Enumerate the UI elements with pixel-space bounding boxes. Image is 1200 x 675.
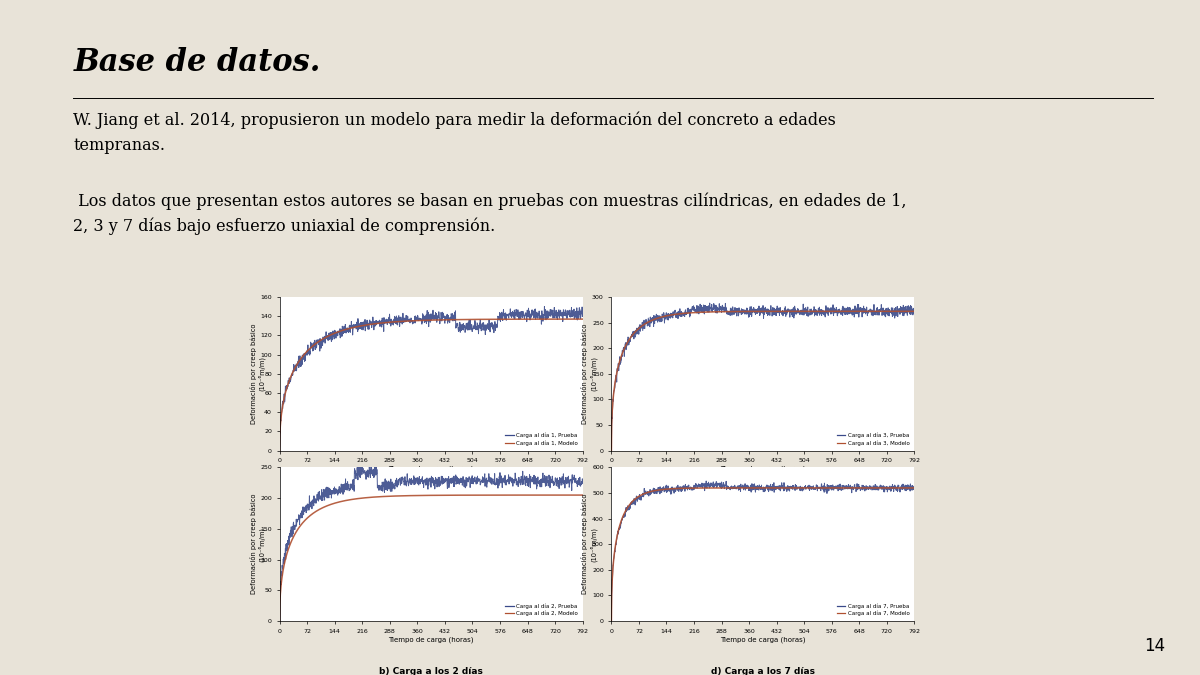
Legend: Carga al día 1, Prueba, Carga al día 1, Modelo: Carga al día 1, Prueba, Carga al día 1, … (503, 431, 580, 448)
X-axis label: Tiempo de carga (horas): Tiempo de carga (horas) (720, 466, 805, 472)
Legend: Carga al día 7, Prueba, Carga al día 7, Modelo: Carga al día 7, Prueba, Carga al día 7, … (835, 601, 912, 618)
Legend: Carga al día 2, Prueba, Carga al día 2, Modelo: Carga al día 2, Prueba, Carga al día 2, … (503, 601, 580, 618)
Y-axis label: Deformación por creep básico
(10⁻⁶m/m): Deformación por creep básico (10⁻⁶m/m) (250, 494, 265, 595)
Text: c) Carga a los 3 días: c) Carga a los 3 días (712, 497, 815, 506)
Text: 14: 14 (1144, 637, 1165, 655)
Text: a) Carga en el día 1: a) Carga en el día 1 (382, 497, 481, 506)
Text: Los datos que presentan estos autores se basan en pruebas con muestras cilíndric: Los datos que presentan estos autores se… (73, 192, 907, 236)
X-axis label: Tiempo de carga (horas): Tiempo de carga (horas) (389, 466, 474, 472)
X-axis label: Tiempo de carga (horas): Tiempo de carga (horas) (389, 637, 474, 643)
Y-axis label: Deformación por creep básico
(10⁻⁶m/m): Deformación por creep básico (10⁻⁶m/m) (250, 323, 265, 424)
Y-axis label: Deformación por creep básico
(10⁻⁶m/m): Deformación por creep básico (10⁻⁶m/m) (581, 323, 598, 424)
Y-axis label: Deformación por creep básico
(10⁻⁶m/m): Deformación por creep básico (10⁻⁶m/m) (581, 494, 598, 595)
Text: W. Jiang et al. 2014, propusieron un modelo para medir la deformación del concre: W. Jiang et al. 2014, propusieron un mod… (73, 111, 836, 154)
Text: b) Carga a los 2 días: b) Carga a los 2 días (379, 667, 484, 675)
Text: d) Carga a los 7 días: d) Carga a los 7 días (710, 667, 815, 675)
Legend: Carga al día 3, Prueba, Carga al día 3, Modelo: Carga al día 3, Prueba, Carga al día 3, … (835, 431, 912, 448)
Text: Base de datos.: Base de datos. (73, 47, 320, 78)
X-axis label: Tiempo de carga (horas): Tiempo de carga (horas) (720, 637, 805, 643)
